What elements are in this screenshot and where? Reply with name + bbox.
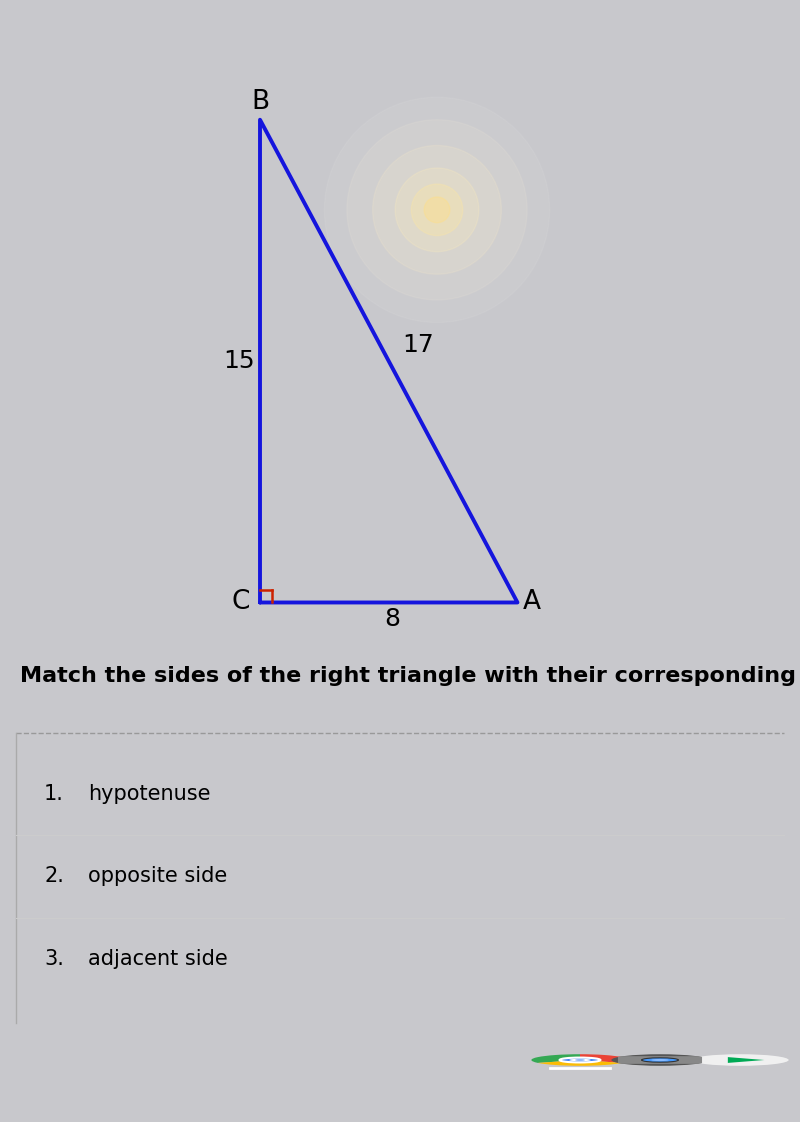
Text: A: A xyxy=(523,589,541,616)
Wedge shape xyxy=(580,1055,629,1063)
Circle shape xyxy=(324,98,550,322)
Text: 8: 8 xyxy=(384,607,400,631)
Text: opposite side: opposite side xyxy=(88,866,227,886)
Text: B: B xyxy=(251,89,269,116)
Circle shape xyxy=(559,1058,601,1063)
Text: Match the sides of the right triangle with their corresponding le: Match the sides of the right triangle wi… xyxy=(20,665,800,686)
Text: 15: 15 xyxy=(223,349,255,374)
Wedge shape xyxy=(531,1055,580,1063)
Text: 1.: 1. xyxy=(44,783,64,803)
Text: 2.: 2. xyxy=(44,866,64,886)
Circle shape xyxy=(691,1055,789,1066)
Circle shape xyxy=(575,1059,585,1060)
Polygon shape xyxy=(728,1057,764,1063)
Circle shape xyxy=(411,184,462,236)
Text: C: C xyxy=(231,589,250,616)
Circle shape xyxy=(642,1058,678,1063)
Text: 3.: 3. xyxy=(44,949,64,969)
Text: hypotenuse: hypotenuse xyxy=(88,783,210,803)
Circle shape xyxy=(395,168,479,251)
Circle shape xyxy=(347,120,527,300)
Circle shape xyxy=(424,197,450,223)
Circle shape xyxy=(611,1055,709,1066)
Text: adjacent side: adjacent side xyxy=(88,949,228,969)
Circle shape xyxy=(570,1059,590,1061)
Circle shape xyxy=(373,146,502,274)
FancyBboxPatch shape xyxy=(618,1056,702,1064)
Circle shape xyxy=(651,1059,669,1061)
Text: 17: 17 xyxy=(402,333,434,357)
Wedge shape xyxy=(538,1060,622,1066)
